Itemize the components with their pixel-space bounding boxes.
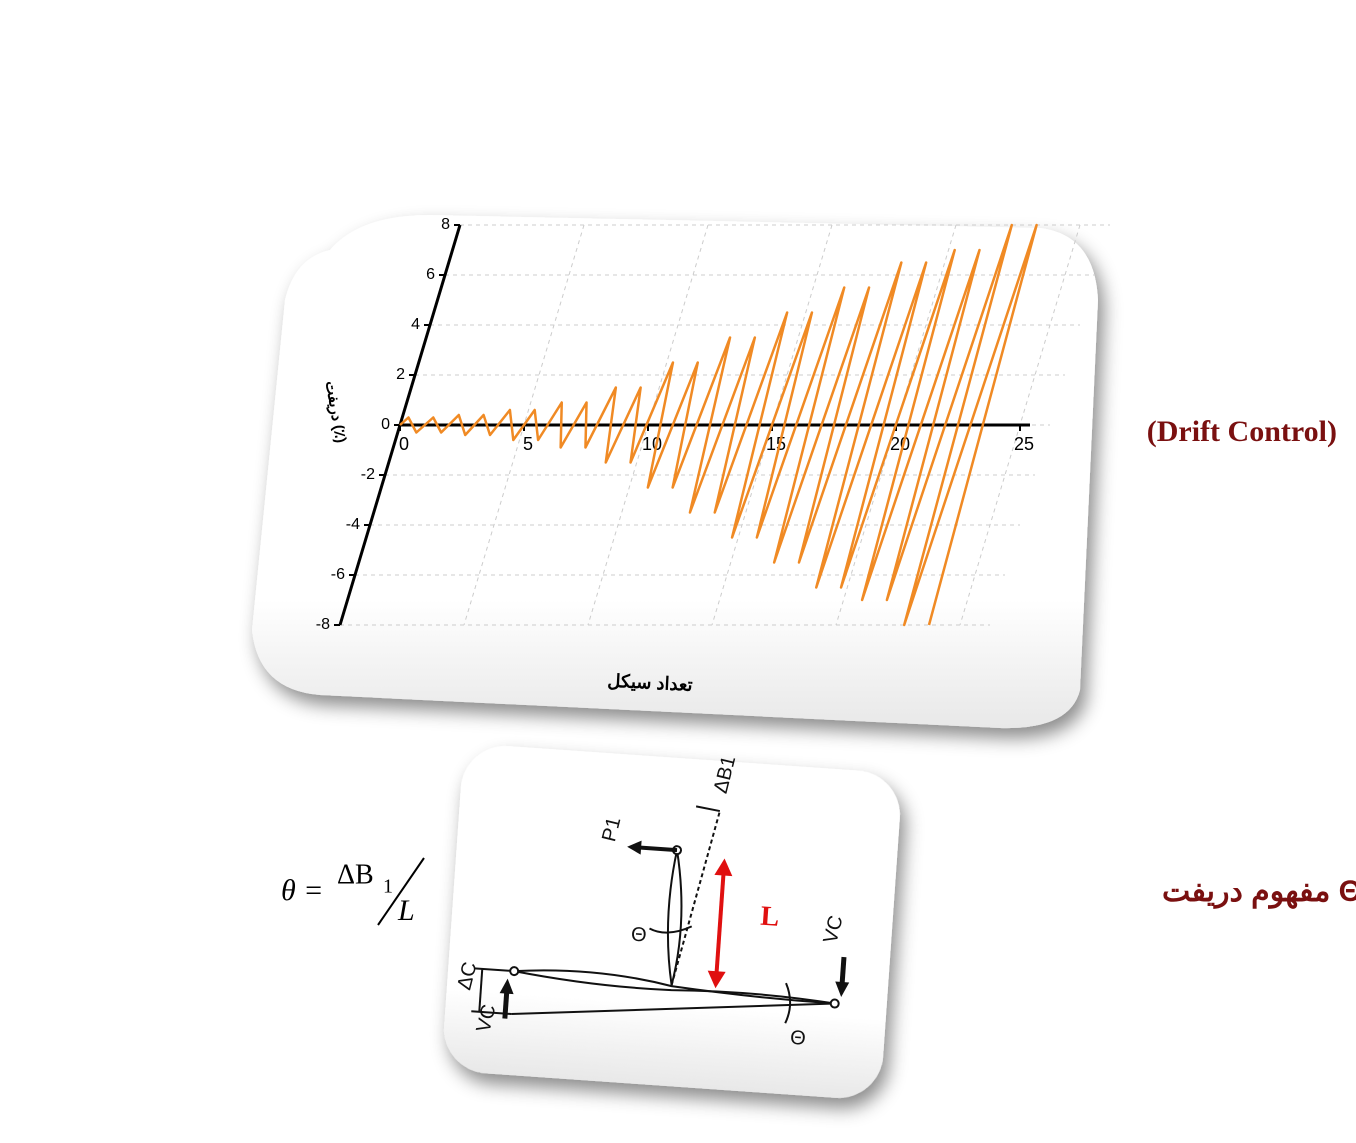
arrow-head bbox=[499, 978, 514, 995]
beam bbox=[514, 969, 835, 1005]
x-tick-label: 0 bbox=[399, 434, 409, 454]
arrow-head bbox=[627, 840, 642, 855]
formula-lhs: θ = bbox=[281, 874, 323, 907]
y-tick-label: 8 bbox=[441, 216, 450, 233]
theta-arc-top bbox=[649, 925, 693, 934]
shear-arrow bbox=[839, 956, 847, 985]
dim-line bbox=[695, 805, 721, 813]
arrow-head bbox=[707, 970, 726, 989]
y-tick-label: -2 bbox=[361, 466, 375, 483]
dim-top bbox=[474, 967, 515, 973]
node bbox=[509, 966, 520, 977]
beam-bottom bbox=[513, 970, 835, 1005]
x-axis-label: تعداد سیکل bbox=[607, 671, 693, 695]
formula: θ = ΔB 1 L bbox=[281, 857, 425, 927]
drift-control-title: (Drift Control) bbox=[1147, 415, 1337, 448]
y-tick-label: 2 bbox=[396, 366, 405, 383]
formula-denominator: L bbox=[397, 894, 415, 927]
deflected-line bbox=[670, 810, 721, 986]
load-arrow bbox=[636, 845, 678, 853]
length-arrow bbox=[714, 871, 726, 976]
y-tick-label: -4 bbox=[346, 516, 360, 533]
drift-concept-title: مفهوم دریفت Θ bbox=[1162, 875, 1356, 909]
theta-top-label: Θ bbox=[630, 923, 647, 946]
dim-vertical bbox=[478, 968, 484, 1012]
shear-arrow bbox=[502, 990, 510, 1019]
y-tick-label: -8 bbox=[316, 616, 330, 633]
y-tick-label: 0 bbox=[381, 416, 390, 433]
node bbox=[829, 998, 840, 1009]
arrow-head bbox=[835, 981, 850, 997]
diagram-card bbox=[444, 746, 900, 1098]
drift-line bbox=[399, 223, 1038, 627]
formula-subscript: 1 bbox=[383, 876, 393, 898]
y-tick-label: -6 bbox=[331, 566, 345, 583]
theta-bottom-label: Θ bbox=[789, 1027, 806, 1050]
y-tick-label: 6 bbox=[426, 266, 435, 283]
arrow-head bbox=[714, 858, 733, 877]
chord bbox=[511, 1002, 835, 1016]
length-label: L bbox=[760, 901, 781, 933]
x-tick-label: 5 bbox=[523, 434, 533, 454]
diagram: P1 ΔB1 L Θ Θ VC VC ΔC bbox=[444, 746, 900, 1098]
x-tick-label: 25 bbox=[1014, 434, 1034, 454]
formula-slash bbox=[377, 857, 425, 926]
y-tick-label: 4 bbox=[411, 316, 420, 333]
theta-arc-bottom bbox=[784, 982, 792, 1024]
formula-numerator: ΔB bbox=[337, 859, 374, 890]
